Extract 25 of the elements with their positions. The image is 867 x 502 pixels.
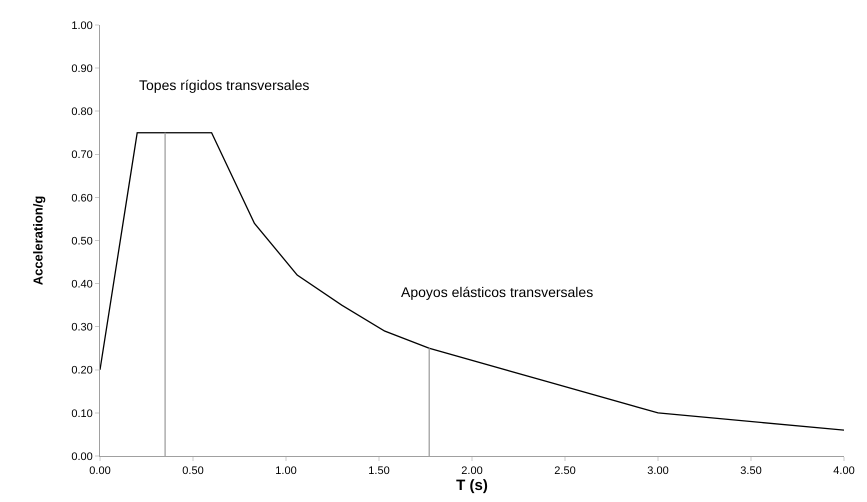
y-axis-title: Acceleration/g [30, 196, 46, 286]
y-tick-label: 0.00 [71, 450, 93, 463]
y-tick-label: 1.00 [71, 20, 93, 32]
x-axis-title: T (s) [456, 477, 488, 494]
x-tick-label: 0.50 [182, 465, 204, 478]
x-tick-label: 2.50 [554, 465, 576, 478]
y-tick-label: 0.30 [71, 322, 93, 334]
line-series [100, 132, 844, 431]
x-tick-label: 1.50 [368, 465, 390, 478]
x-tick-label: 3.00 [647, 465, 669, 478]
y-tick-label: 0.20 [71, 364, 93, 377]
x-tick-label: 0.00 [89, 465, 111, 478]
x-tick-label: 4.00 [833, 465, 855, 478]
annotation: Topes rígidos transversales [139, 77, 310, 93]
y-tick-label: 0.50 [71, 235, 93, 248]
x-tick-label: 3.50 [740, 465, 762, 478]
annotation: Apoyos elásticos transversales [401, 284, 594, 300]
x-tick-label: 1.00 [275, 465, 297, 478]
y-tick-label: 0.40 [71, 278, 93, 290]
y-tick-label: 0.80 [71, 106, 93, 118]
x-tick-label: 2.00 [461, 465, 483, 478]
y-tick-label: 0.60 [71, 192, 93, 204]
y-tick-label: 0.90 [71, 62, 93, 75]
y-tick-label: 0.10 [71, 408, 93, 420]
y-tick-label: 0.70 [71, 149, 93, 162]
